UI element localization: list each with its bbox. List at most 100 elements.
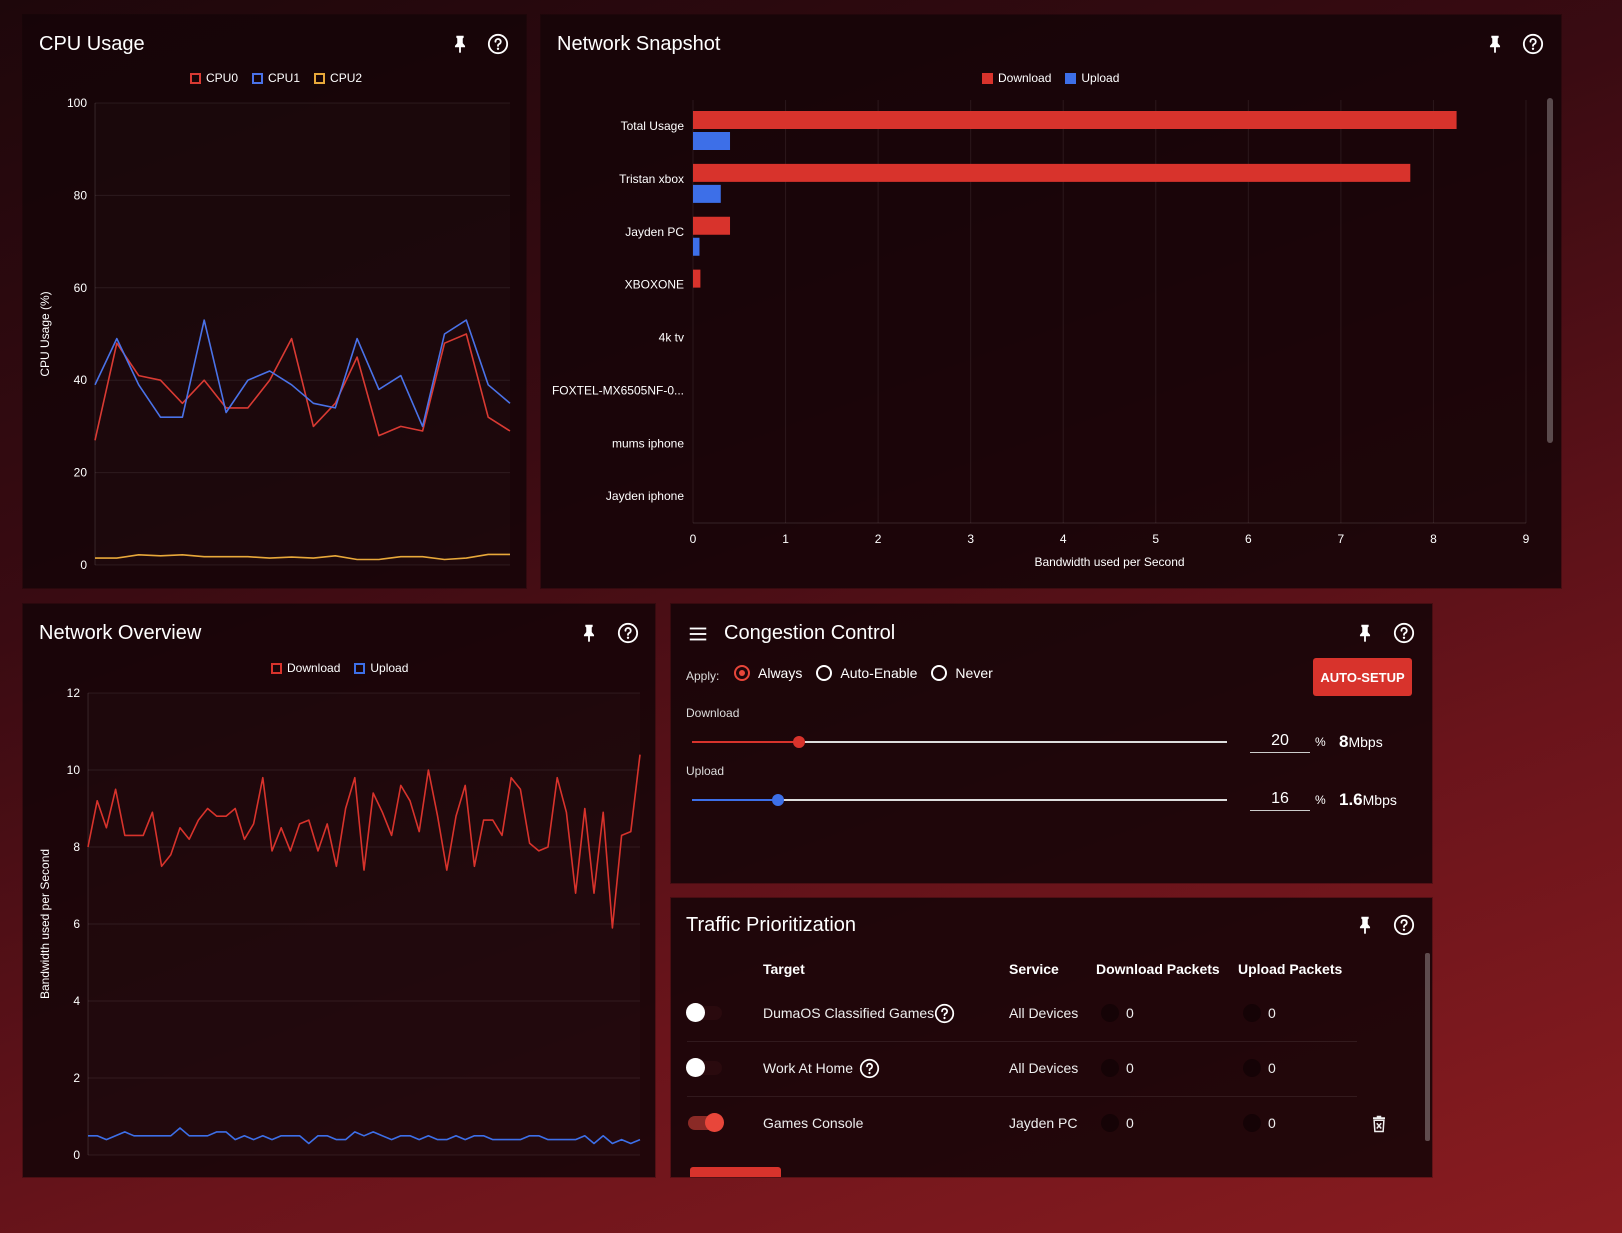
series-line-download <box>87 754 641 929</box>
legend-label: CPU2 <box>330 71 363 85</box>
upload-packets-cell: 0 <box>1268 1005 1276 1021</box>
y-tick-label: 8 <box>73 840 80 854</box>
overview-legend: Download Upload <box>271 661 408 675</box>
x-tick-label: 8 <box>1430 532 1437 546</box>
help-icon[interactable] <box>1393 622 1415 644</box>
legend-item-upload[interactable]: Upload <box>354 661 408 675</box>
help-icon[interactable] <box>1522 33 1544 55</box>
help-icon[interactable] <box>934 1003 955 1024</box>
y-tick-label: 12 <box>67 686 81 700</box>
add-rule-button[interactable] <box>690 1167 781 1177</box>
download-percent-input[interactable] <box>1250 730 1310 753</box>
table-scrollbar[interactable] <box>1425 953 1430 1141</box>
row-divider <box>687 1041 1357 1042</box>
bar-upload <box>693 132 731 150</box>
snapshot-scrollbar[interactable] <box>1547 98 1553 443</box>
legend-item-download[interactable]: Download <box>982 71 1051 85</box>
column-header-target: Target <box>763 961 805 977</box>
help-icon[interactable] <box>1393 914 1415 936</box>
y-tick-label: 80 <box>74 188 88 202</box>
legend-item-download[interactable]: Download <box>271 661 340 675</box>
snapshot-chart: 0 1 2 3 4 5 6 7 8 9 Bandwidth used per Second Total… <box>552 100 1530 569</box>
legend-item-upload[interactable]: Upload <box>1065 71 1119 85</box>
congestion-control-title: Congestion Control <box>724 622 896 644</box>
x-tick-label: 7 <box>1338 532 1345 546</box>
upload-percent-input[interactable] <box>1250 788 1310 811</box>
category-label: Jayden PC <box>625 225 684 239</box>
pin-icon[interactable] <box>1484 33 1506 55</box>
network-overview-panel: Network Overview Download Upload 0 2 4 6 8 10… <box>23 604 655 1177</box>
network-snapshot-panel: Network Snapshot Download Upload 0 1 2 3 4 5 6… <box>541 15 1561 588</box>
upload-packets-indicator <box>1243 1114 1261 1132</box>
y-tick-label: 20 <box>74 466 88 480</box>
y-axis-label: Bandwidth used per Second <box>38 849 52 999</box>
y-tick-label: 10 <box>67 763 81 777</box>
upload-percent-sign: % <box>1315 793 1326 807</box>
y-tick-label: 2 <box>73 1071 80 1085</box>
rule-toggle[interactable] <box>686 1058 722 1077</box>
auto-setup-button[interactable]: AUTO-SETUP <box>1313 658 1412 696</box>
bar-download <box>693 216 731 235</box>
radio-circle <box>816 665 833 681</box>
legend-label: CPU0 <box>206 71 239 85</box>
y-tick-label: 40 <box>74 373 88 387</box>
help-icon[interactable] <box>487 33 509 55</box>
legend-item-cpu0[interactable]: CPU0 <box>190 71 238 85</box>
upload-packets-cell: 0 <box>1268 1115 1276 1131</box>
download-slider-label: Download <box>686 706 740 720</box>
menu-icon[interactable] <box>687 623 709 645</box>
help-icon[interactable] <box>617 622 639 644</box>
rule-toggle[interactable] <box>686 1003 722 1022</box>
y-tick-label: 0 <box>80 558 87 572</box>
category-label: mums iphone <box>612 436 684 450</box>
snapshot-legend: Download Upload <box>982 71 1119 85</box>
radio-label: Auto-Enable <box>840 665 918 681</box>
congestion-control-panel: Congestion Control Apply: Always Auto-En… <box>671 604 1432 883</box>
cpu-usage-panel: CPU Usage CPU0 CPU1 CPU2 0 20 40 60 80 100 CPU… <box>23 15 526 588</box>
pin-icon[interactable] <box>1354 914 1376 936</box>
series-line-cpu2 <box>95 553 510 561</box>
download-percent-sign: % <box>1315 735 1326 749</box>
radio-label: Never <box>955 665 993 681</box>
help-icon[interactable] <box>859 1058 880 1079</box>
upload-slider-thumb[interactable] <box>771 794 784 806</box>
x-axis-label: Bandwidth used per Second <box>1034 555 1184 569</box>
pin-icon[interactable] <box>449 33 471 55</box>
download-slider-thumb[interactable] <box>793 736 805 748</box>
pin-icon[interactable] <box>1354 622 1376 644</box>
legend-label: Upload <box>370 661 409 675</box>
target-cell: Work At Home <box>763 1060 853 1076</box>
radio-never[interactable]: Never <box>931 665 993 681</box>
legend-label: Upload <box>1081 71 1120 85</box>
category-label: 4k tv <box>659 331 684 345</box>
upload-slider-track[interactable] <box>692 799 1227 801</box>
cpu-chart: 0 20 40 60 80 100 CPU Usage (%) <box>38 96 511 572</box>
legend-item-cpu2[interactable]: CPU2 <box>314 71 362 85</box>
cpu-legend: CPU0 CPU1 CPU2 <box>190 71 362 85</box>
x-tick-label: 4 <box>1060 532 1067 546</box>
download-packets-indicator <box>1101 1114 1119 1132</box>
column-header-upload-packets: Upload Packets <box>1238 961 1343 977</box>
radio-auto-enable[interactable]: Auto-Enable <box>816 665 917 681</box>
download-slider-track[interactable] <box>692 741 1227 743</box>
legend-item-cpu1[interactable]: CPU1 <box>252 71 300 85</box>
pin-icon[interactable] <box>578 622 600 644</box>
x-tick-label: 1 <box>782 532 789 546</box>
delete-icon[interactable] <box>1370 1114 1388 1134</box>
radio-always[interactable]: Always <box>734 665 802 681</box>
x-tick-label: 6 <box>1245 532 1252 546</box>
network-snapshot-title: Network Snapshot <box>557 33 721 55</box>
x-tick-label: 0 <box>690 532 697 546</box>
x-tick-label: 5 <box>1152 532 1159 546</box>
category-label: Jayden iphone <box>606 489 684 503</box>
traffic-prioritization-title: Traffic Prioritization <box>686 914 857 936</box>
toggle-knob <box>686 1003 705 1022</box>
target-cell: DumaOS Classified Games <box>763 1005 935 1021</box>
rule-toggle[interactable] <box>688 1113 724 1132</box>
download-packets-indicator <box>1101 1004 1119 1022</box>
target-cell: Games Console <box>763 1115 864 1131</box>
service-cell: All Devices <box>1009 1005 1079 1021</box>
upload-speed: 1.6Mbps <box>1339 790 1397 810</box>
x-tick-label: 3 <box>967 532 974 546</box>
download-packets-indicator <box>1101 1059 1119 1077</box>
